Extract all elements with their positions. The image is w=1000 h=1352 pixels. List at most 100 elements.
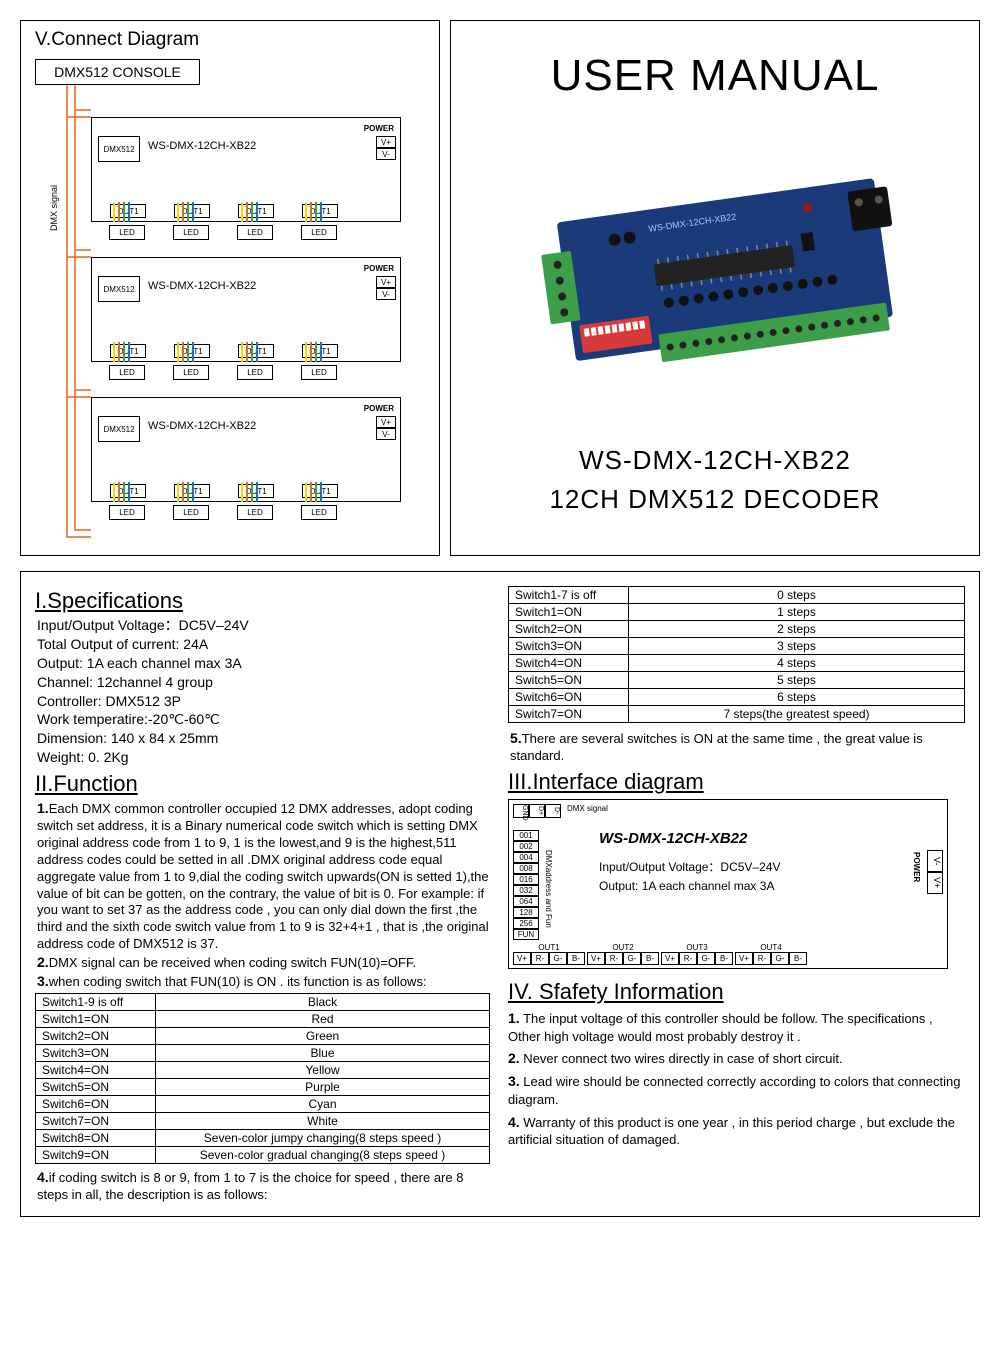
interface-port: 008 xyxy=(513,863,539,874)
spec-line: Weight: 0. 2Kg xyxy=(37,748,490,767)
interface-port: GND xyxy=(513,804,529,818)
table-row: Switch1-7 is off0 steps xyxy=(509,587,965,604)
interface-port: D- xyxy=(545,804,561,818)
interface-port: 032 xyxy=(513,885,539,896)
safety-item: 4. Warranty of this product is one year … xyxy=(508,1113,965,1149)
power-label: POWER xyxy=(364,264,394,273)
out-row: OUT1OUT1OUT1OUT1 xyxy=(110,344,338,358)
interface-left-ports: 001002004008016032064128256FUN xyxy=(513,830,539,940)
interface-diagram: GNDD+D- DMX signal 001002004008016032064… xyxy=(508,799,948,969)
pcb-illustration: WS-DMX-12CH-XB22 xyxy=(505,151,925,391)
function-p3: 3.when coding switch that FUN(10) is ON … xyxy=(37,972,490,991)
connect-diagram-area: DMX signal DMX512 WS-DMX-12CH-XB22 POWER… xyxy=(31,85,429,545)
interface-port: 064 xyxy=(513,896,539,907)
interface-port: 002 xyxy=(513,841,539,852)
interface-title: III.Interface diagram xyxy=(508,769,965,795)
module-label: WS-DMX-12CH-XB22 xyxy=(148,140,256,152)
led-box: LED xyxy=(109,505,145,520)
speed-table: Switch1-7 is off0 stepsSwitch1=ON1 steps… xyxy=(508,586,965,723)
product-name: WS-DMX-12CH-XB22 12CH DMX512 DECODER xyxy=(549,441,880,519)
safety-list: 1. The input voltage of this controller … xyxy=(508,1009,965,1149)
specs-title: I.Specifications xyxy=(35,588,490,614)
interface-pin: V+ xyxy=(587,952,605,965)
led-box: LED xyxy=(109,225,145,240)
interface-out-group: OUT2V+R-G-B- xyxy=(587,943,659,965)
table-row: Switch6=ONCyan xyxy=(36,1095,490,1112)
interface-pin: G- xyxy=(623,952,641,965)
safety-title: IV. Sfafety Information xyxy=(508,979,965,1005)
interface-out-group: OUT1V+R-G-B- xyxy=(513,943,585,965)
interface-top-ports: GNDD+D- xyxy=(513,804,561,818)
table-row: Switch9=ONSeven-color gradual changing(8… xyxy=(36,1146,490,1163)
table-row: Switch4=ON4 steps xyxy=(509,655,965,672)
led-box: LED xyxy=(301,505,337,520)
out-row: OUT1OUT1OUT1OUT1 xyxy=(110,204,338,218)
interface-port: FUN xyxy=(513,929,539,940)
product-name-line2: 12CH DMX512 DECODER xyxy=(549,480,880,519)
table-row: Switch1-9 is offBlack xyxy=(36,993,490,1010)
interface-pin: B- xyxy=(715,952,733,965)
interface-specs: Input/Output Voltage：DC5V–24V Output: 1A… xyxy=(599,858,780,896)
safety-item: 1. The input voltage of this controller … xyxy=(508,1009,965,1045)
interface-power-label: POWER xyxy=(912,852,921,882)
interface-pin: R- xyxy=(531,952,549,965)
bottom-panel: I.Specifications Input/Output Voltage：DC… xyxy=(20,571,980,1217)
spec-line: Controller: DMX512 3P xyxy=(37,692,490,711)
interface-port: 004 xyxy=(513,852,539,863)
interface-pin: R- xyxy=(753,952,771,965)
led-box: LED xyxy=(301,365,337,380)
interface-out-group: OUT4V+R-G-B- xyxy=(735,943,807,965)
power-label: POWER xyxy=(364,124,394,133)
interface-pin: G- xyxy=(549,952,567,965)
function-title: II.Function xyxy=(35,771,490,797)
interface-box-title: WS-DMX-12CH-XB22 xyxy=(599,830,747,847)
dmx-port: DMX512 xyxy=(98,416,140,442)
table-row: Switch4=ONYellow xyxy=(36,1061,490,1078)
interface-pin: G- xyxy=(771,952,789,965)
specs-list: Input/Output Voltage：DC5V–24VTotal Outpu… xyxy=(37,616,490,767)
interface-port: D+ xyxy=(529,804,545,818)
function-p2: 2.DMX signal can be received when coding… xyxy=(37,953,490,972)
function-p4: 4.if coding switch is 8 or 9, from 1 to … xyxy=(37,1168,490,1204)
power-label: POWER xyxy=(364,404,394,413)
product-name-line1: WS-DMX-12CH-XB22 xyxy=(549,441,880,480)
function-p1: 1.Each DMX common controller occupied 12… xyxy=(37,799,490,953)
spec-line: Dimension: 140 x 84 x 25mm xyxy=(37,729,490,748)
led-box: LED xyxy=(109,365,145,380)
led-box: LED xyxy=(237,505,273,520)
module-label: WS-DMX-12CH-XB22 xyxy=(148,420,256,432)
led-row: LEDLEDLEDLED xyxy=(109,225,337,240)
interface-pin: R- xyxy=(679,952,697,965)
interface-left-label: DMXaddress and Fun xyxy=(544,850,553,928)
interface-pin: V+ xyxy=(661,952,679,965)
out-row: OUT1OUT1OUT1OUT1 xyxy=(110,484,338,498)
table-row: Switch6=ON6 steps xyxy=(509,689,965,706)
spec-line: Channel: 12channel 4 group xyxy=(37,673,490,692)
led-box: LED xyxy=(237,365,273,380)
power-ports: V+V- xyxy=(376,416,396,440)
table-row: Switch3=ONBlue xyxy=(36,1044,490,1061)
dmx-port: DMX512 xyxy=(98,276,140,302)
interface-power-ports: V- V+ xyxy=(927,850,943,894)
power-ports: V+V- xyxy=(376,136,396,160)
led-row: LEDLEDLEDLED xyxy=(109,365,337,380)
interface-port: 256 xyxy=(513,918,539,929)
led-box: LED xyxy=(173,505,209,520)
interface-port: 128 xyxy=(513,907,539,918)
module-label: WS-DMX-12CH-XB22 xyxy=(148,280,256,292)
connect-diagram-panel: V.Connect Diagram DMX512 CONSOLE DMX sig… xyxy=(20,20,440,556)
table-row: Switch5=ONPurple xyxy=(36,1078,490,1095)
spec-line: Input/Output Voltage：DC5V–24V xyxy=(37,616,490,635)
interface-pin: G- xyxy=(697,952,715,965)
function-p5: 5.There are several switches is ON at th… xyxy=(510,729,965,765)
table-row: Switch7=ON7 steps(the greatest speed) xyxy=(509,706,965,723)
safety-item: 3. Lead wire should be connected correct… xyxy=(508,1072,965,1108)
safety-item: 2. Never connect two wires directly in c… xyxy=(508,1049,965,1068)
interface-port: 016 xyxy=(513,874,539,885)
led-box: LED xyxy=(237,225,273,240)
interface-bottom-outs: OUT1V+R-G-B-OUT2V+R-G-B-OUT3V+R-G-B-OUT4… xyxy=(513,943,807,965)
connect-title: V.Connect Diagram xyxy=(35,29,429,51)
interface-pin: R- xyxy=(605,952,623,965)
table-row: Switch7=ONWhite xyxy=(36,1112,490,1129)
interface-top-label: DMX signal xyxy=(567,804,608,813)
